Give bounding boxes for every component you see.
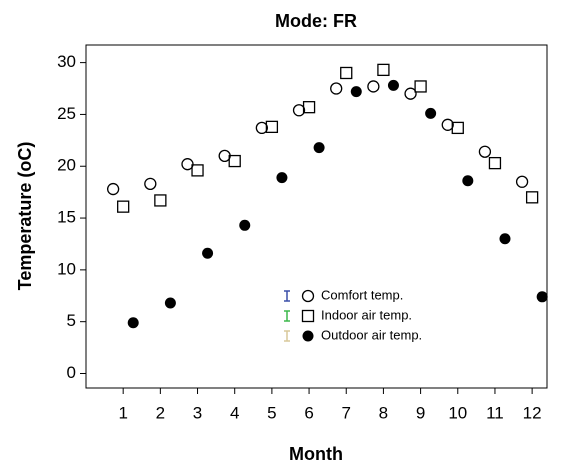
x-tick-label: 10 (448, 403, 467, 422)
x-tick-label: 9 (416, 403, 425, 422)
legend-marker (301, 309, 315, 323)
marker (377, 63, 390, 77)
y-tick-label: 20 (57, 156, 76, 175)
x-tick-label: 8 (379, 403, 388, 422)
x-tick-label: 12 (523, 403, 542, 422)
y-axis-title: Temperature (oC) (15, 142, 35, 291)
y-tick-label: 5 (67, 311, 76, 330)
marker (478, 145, 492, 158)
marker (414, 80, 427, 93)
x-tick-label: 2 (156, 403, 165, 422)
marker (404, 87, 417, 100)
y-tick-label: 15 (57, 208, 76, 227)
marker (276, 172, 288, 184)
marker (202, 247, 214, 259)
marker (164, 297, 176, 309)
marker (515, 175, 529, 188)
x-tick-label: 4 (230, 403, 239, 422)
legend-marker (301, 289, 315, 303)
chart-title: Mode: FR (275, 11, 357, 31)
marker (330, 82, 343, 95)
x-tick-label: 7 (342, 403, 351, 422)
x-tick-label: 11 (486, 403, 504, 422)
legend-label: Comfort temp. (321, 287, 403, 302)
marker (425, 107, 437, 119)
x-tick-label: 6 (304, 403, 313, 422)
legend-label: Outdoor air temp. (321, 327, 422, 342)
marker (488, 156, 502, 170)
y-tick-label: 30 (57, 52, 76, 71)
legend-marker (302, 330, 314, 342)
marker (462, 175, 474, 187)
legend-label: Indoor air temp. (321, 307, 412, 322)
marker (265, 120, 279, 134)
marker (367, 80, 380, 93)
marker (191, 164, 204, 177)
marker (127, 317, 139, 329)
marker (117, 200, 130, 213)
plot-frame (85, 44, 548, 389)
marker (525, 191, 539, 204)
marker (350, 86, 362, 98)
marker (536, 291, 548, 303)
x-tick-label: 3 (193, 403, 202, 422)
marker (228, 154, 241, 168)
marker (239, 219, 251, 231)
x-tick-label: 5 (267, 403, 276, 422)
marker (144, 177, 157, 191)
marker (181, 158, 194, 171)
marker (218, 149, 231, 163)
marker (340, 66, 353, 80)
y-tick-label: 0 (67, 363, 76, 382)
x-tick-label: 1 (118, 403, 127, 422)
marker (106, 182, 120, 196)
marker (313, 142, 325, 154)
x-axis-title: Month (289, 444, 343, 464)
marker (499, 233, 511, 245)
marker (292, 104, 306, 117)
marker (387, 79, 399, 91)
y-tick-label: 25 (57, 104, 76, 123)
y-tick-label: 10 (57, 259, 76, 278)
marker (451, 121, 464, 135)
marker (441, 118, 454, 131)
marker (154, 194, 167, 207)
marker (302, 101, 316, 114)
marker (255, 121, 268, 135)
